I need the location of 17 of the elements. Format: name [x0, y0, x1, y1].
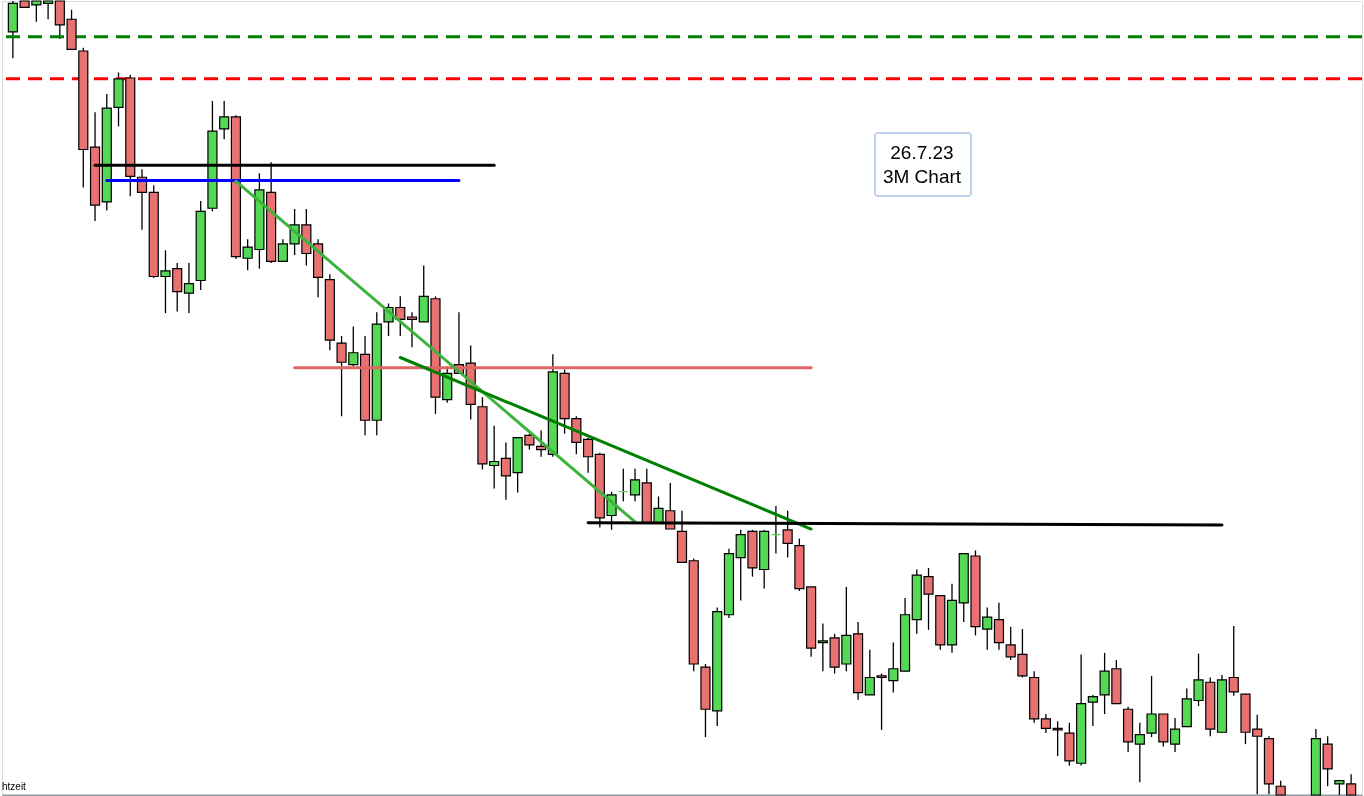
candlestick — [1040, 713, 1052, 734]
candlestick — [1228, 625, 1239, 697]
annotation: 26.7.23 — [890, 142, 954, 163]
candlestick — [219, 100, 230, 140]
candlestick — [183, 262, 195, 314]
candlestick — [1087, 694, 1098, 727]
candlestick — [406, 311, 418, 348]
candlestick — [629, 468, 641, 502]
annotation: htzeit — [2, 781, 27, 792]
candlestick — [500, 441, 512, 501]
candlestick — [993, 602, 1005, 651]
candlestick — [42, 0, 54, 20]
candlestick — [1052, 720, 1063, 757]
candlestick — [1169, 717, 1181, 753]
candlestick — [582, 437, 594, 474]
annotation: 3M Chart — [882, 166, 962, 187]
candlestick — [1134, 722, 1145, 783]
